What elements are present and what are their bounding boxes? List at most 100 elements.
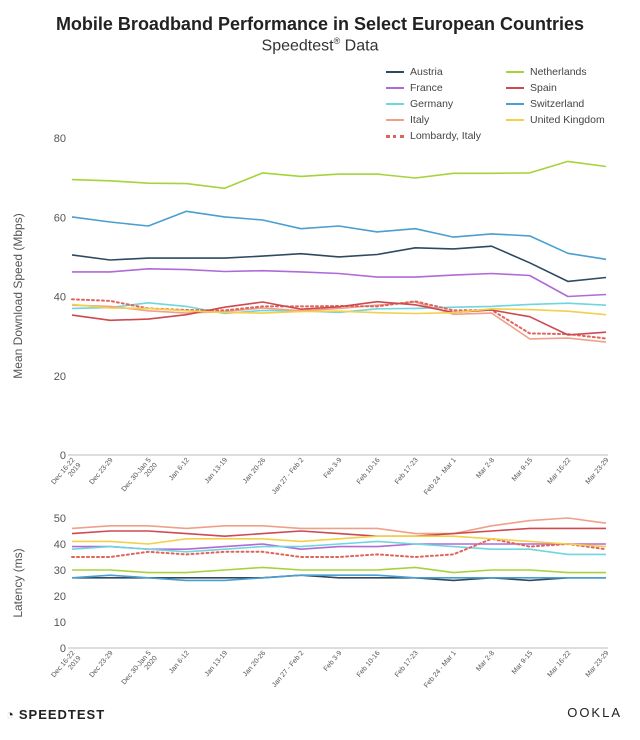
- x-tick-label: Dec 30-Jan 52020: [121, 650, 159, 692]
- x-tick-label: Feb 3-9: [323, 457, 344, 480]
- series-line-spain: [71, 527, 606, 538]
- legend-swatch: [506, 103, 524, 105]
- x-tick-label: Feb 17-23: [394, 457, 420, 486]
- series-line-united-kingdom: [72, 535, 607, 548]
- x-tick-label: Jan 27 - Feb 2: [271, 650, 305, 689]
- x-tick-label-line: Jan 20-26: [242, 457, 267, 485]
- x-tick-label-line: Jan 13-19: [204, 650, 229, 678]
- y-tick-label: 60: [54, 212, 66, 224]
- legend-item: Lombardy, Italy: [386, 130, 481, 142]
- y-tick-label: 30: [54, 565, 66, 577]
- x-tick-label-line: Mar 23-29: [585, 457, 611, 486]
- legend-swatch: [386, 103, 404, 105]
- x-tick-label: Mar 9-15: [511, 457, 534, 483]
- x-tick-label: Mar 9-15: [511, 650, 534, 676]
- legend-label: France: [410, 82, 443, 94]
- legend-swatch: [386, 119, 404, 121]
- legend-item: Italy: [386, 114, 429, 126]
- series-line-austria: [72, 574, 606, 582]
- subtitle-main: Speedtest: [261, 37, 334, 55]
- speedtest-gauge-icon: ◔: [6, 707, 15, 722]
- x-tick-label: Jan 20-26: [242, 650, 267, 678]
- legend-item: France: [386, 82, 443, 94]
- x-tick-label-line: Feb 17-23: [394, 650, 420, 679]
- legend-item: Austria: [386, 66, 443, 78]
- x-tick-label-line: Feb 3-9: [323, 457, 344, 480]
- legend-item: Netherlands: [506, 66, 587, 78]
- series-line-italy: [71, 517, 607, 535]
- y-axis-title: Latency (ms): [11, 548, 25, 617]
- chart-title: Mobile Broadband Performance in Select E…: [55, 14, 585, 34]
- x-tick-label-line: Mar 9-15: [511, 457, 534, 483]
- x-tick-label: Jan 27 - Feb 2: [271, 457, 305, 496]
- legend-swatch: [386, 87, 404, 89]
- x-tick-label-line: Mar 9-15: [511, 650, 534, 676]
- x-tick-label-line: Feb 10-16: [356, 457, 382, 486]
- legend-item: Spain: [506, 82, 557, 94]
- x-tick-label-line: Jan 27 - Feb 2: [271, 650, 305, 689]
- series-line-lombardy-italy: [71, 537, 607, 558]
- series-line-switzerland: [71, 574, 606, 582]
- y-tick-label: 0: [60, 450, 66, 462]
- x-tick-label-line: Jan 27 - Feb 2: [271, 457, 305, 496]
- x-tick-label: Feb 24 - Mar 1: [423, 650, 458, 690]
- x-tick-label-line: Mar 16-22: [547, 650, 573, 679]
- x-tick-label: Mar 16-22: [547, 457, 573, 486]
- legend-item: Switzerland: [506, 98, 584, 110]
- x-tick-label: Dec 16-222019: [50, 650, 82, 684]
- x-tick-label: Mar 16-22: [547, 650, 573, 679]
- x-tick-label-line: Feb 24 - Mar 1: [423, 650, 458, 690]
- y-tick-label: 0: [60, 643, 66, 655]
- x-tick-label-line: Mar 23-29: [585, 650, 611, 679]
- x-tick-label-line: Dec 23-29: [89, 457, 115, 486]
- y-tick-label: 80: [54, 133, 66, 145]
- x-tick-label-line: Mar 16-22: [547, 457, 573, 486]
- x-tick-label: Jan 20-26: [242, 457, 267, 485]
- series-line-germany: [71, 301, 607, 315]
- x-tick-label: Dec 23-29: [89, 650, 115, 679]
- x-tick-label: Mar 23-29: [585, 457, 611, 486]
- x-tick-label: Feb 3-9: [323, 650, 344, 673]
- x-tick-label: Dec 16-222019: [50, 457, 82, 491]
- x-tick-label-line: Jan 20-26: [242, 650, 267, 678]
- y-tick-label: 20: [54, 371, 66, 383]
- legend-swatch: [386, 71, 404, 73]
- x-tick-label: Feb 24 - Mar 1: [423, 457, 458, 497]
- y-axis-title: Mean Download Speed (Mbps): [11, 213, 25, 378]
- x-tick-label: Jan 6-12: [168, 457, 191, 482]
- x-tick-label: Mar 2-8: [475, 650, 496, 673]
- x-tick-label-line: Feb 10-16: [356, 650, 382, 679]
- series-line-netherlands: [71, 160, 607, 190]
- x-tick-label: Jan 13-19: [204, 457, 229, 485]
- x-tick-label-line: Mar 2-8: [475, 457, 496, 480]
- chart-subtitle: Speedtest® Data: [0, 36, 640, 55]
- x-tick-label-line: Jan 13-19: [204, 457, 229, 485]
- x-tick-label-line: Mar 2-8: [475, 650, 496, 673]
- x-tick-label: Dec 30-Jan 52020: [121, 457, 159, 499]
- legend-label: Italy: [410, 114, 430, 126]
- series-line-united-kingdom: [71, 303, 607, 316]
- legend-label: United Kingdom: [530, 114, 605, 126]
- y-tick-label: 40: [54, 292, 66, 304]
- y-tick-label: 10: [54, 617, 66, 629]
- speedtest-logo: ◔ SPEEDTEST: [6, 707, 105, 722]
- series-line-switzerland: [71, 210, 607, 261]
- x-tick-label-line: Feb 24 - Mar 1: [423, 457, 458, 497]
- legend-label: Spain: [530, 82, 557, 94]
- y-tick-label: 40: [54, 539, 66, 551]
- legend-swatch: [506, 119, 524, 121]
- legend-label: Austria: [410, 66, 443, 78]
- legend-item: United Kingdom: [506, 114, 605, 126]
- x-tick-label: Feb 10-16: [356, 457, 382, 486]
- x-tick-label: Mar 2-8: [475, 457, 496, 480]
- legend-swatch: [386, 134, 404, 138]
- x-tick-label: Mar 23-29: [585, 650, 611, 679]
- series-line-italy: [71, 301, 607, 343]
- subtitle-registered-mark: ®: [333, 36, 341, 46]
- x-tick-label-line: Dec 23-29: [89, 650, 115, 679]
- legend-swatch: [506, 87, 524, 89]
- series-line-germany: [71, 540, 606, 556]
- legend-item: Germany: [386, 98, 453, 110]
